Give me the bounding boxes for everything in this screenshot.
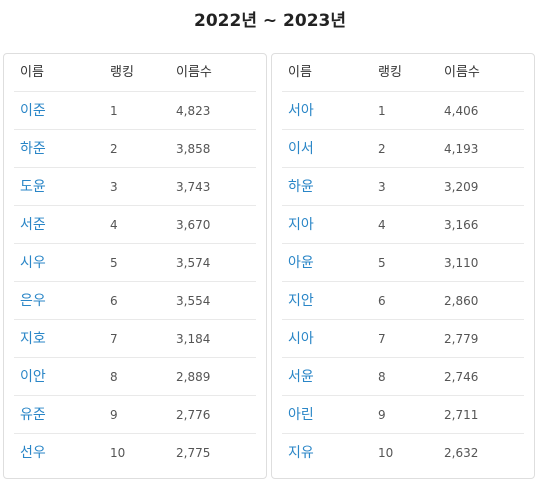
rank-value: 8 (378, 370, 386, 384)
table-row: 지호 7 3,184 (14, 320, 256, 358)
table-row: 시아 7 2,779 (282, 320, 524, 358)
name-count-value: 2,632 (444, 446, 479, 460)
column-header-rank: 랭킹 (378, 65, 402, 80)
name-link[interactable]: 아린 (288, 407, 314, 423)
rank-value: 7 (378, 332, 386, 346)
name-count-value: 4,823 (176, 104, 211, 118)
name-link[interactable]: 시우 (20, 255, 46, 271)
table-row: 지안 6 2,860 (282, 282, 524, 320)
table-row: 서아 1 4,406 (282, 92, 524, 130)
name-count-value: 2,746 (444, 370, 479, 384)
column-header-count: 이름수 (444, 65, 480, 80)
name-link[interactable]: 이서 (288, 141, 314, 157)
name-link[interactable]: 아윤 (288, 255, 314, 271)
name-count-value: 2,889 (176, 370, 211, 384)
name-count-value: 2,775 (176, 446, 211, 460)
table-row: 하준 2 3,858 (14, 130, 256, 168)
name-count-value: 3,209 (444, 180, 479, 194)
column-header-count: 이름수 (176, 65, 212, 80)
table-row: 서윤 8 2,746 (282, 358, 524, 396)
rank-value: 2 (378, 142, 386, 156)
name-count-value: 2,860 (444, 294, 479, 308)
rank-value: 3 (110, 180, 118, 194)
rank-value: 2 (110, 142, 118, 156)
table-row: 하윤 3 3,209 (282, 168, 524, 206)
name-link[interactable]: 지호 (20, 331, 46, 347)
name-link[interactable]: 이준 (20, 103, 46, 119)
name-count-value: 3,184 (176, 332, 211, 346)
name-count-value: 3,574 (176, 256, 211, 270)
name-link[interactable]: 지아 (288, 217, 314, 233)
table-row: 아린 9 2,711 (282, 396, 524, 434)
name-count-value: 2,711 (444, 408, 479, 422)
name-link[interactable]: 서아 (288, 103, 314, 119)
name-link[interactable]: 지안 (288, 293, 314, 309)
name-count-value: 4,193 (444, 142, 479, 156)
rank-value: 9 (110, 408, 118, 422)
rank-value: 7 (110, 332, 118, 346)
table-row: 지유 10 2,632 (282, 434, 524, 472)
table-header-row: 이름 랭킹 이름수 (282, 54, 524, 92)
name-count-value: 3,554 (176, 294, 211, 308)
name-count-value: 3,670 (176, 218, 211, 232)
table-row: 은우 6 3,554 (14, 282, 256, 320)
rank-value: 10 (110, 446, 126, 460)
table-row: 이서 2 4,193 (282, 130, 524, 168)
name-link[interactable]: 서준 (20, 217, 46, 233)
name-link[interactable]: 이안 (20, 369, 46, 385)
rank-value: 4 (110, 218, 118, 232)
column-header-name: 이름 (20, 65, 44, 80)
table-row: 서준 4 3,670 (14, 206, 256, 244)
rank-value: 6 (110, 294, 118, 308)
name-link[interactable]: 은우 (20, 293, 46, 309)
table-row: 도윤 3 3,743 (14, 168, 256, 206)
name-count-value: 3,110 (444, 256, 479, 270)
table-row: 지아 4 3,166 (282, 206, 524, 244)
rank-value: 5 (378, 256, 386, 270)
name-link[interactable]: 시아 (288, 331, 314, 347)
name-count-value: 3,743 (176, 180, 211, 194)
page-title: 2022년 ~ 2023년 (194, 11, 346, 31)
rank-value: 1 (110, 104, 118, 118)
name-link[interactable]: 도윤 (20, 179, 46, 195)
rank-value: 8 (110, 370, 118, 384)
name-count-value: 4,406 (444, 104, 479, 118)
table-row: 이준 1 4,823 (14, 92, 256, 130)
table-row: 선우 10 2,775 (14, 434, 256, 472)
name-count-value: 2,779 (444, 332, 479, 346)
name-link[interactable]: 지유 (288, 445, 314, 461)
name-link[interactable]: 하윤 (288, 179, 314, 195)
table-row: 시우 5 3,574 (14, 244, 256, 282)
table-row: 이안 8 2,889 (14, 358, 256, 396)
table-row: 유준 9 2,776 (14, 396, 256, 434)
rank-value: 9 (378, 408, 386, 422)
rank-value: 10 (378, 446, 394, 460)
name-link[interactable]: 선우 (20, 445, 46, 461)
name-count-value: 3,166 (444, 218, 479, 232)
rank-value: 1 (378, 104, 386, 118)
table-header-row: 이름 랭킹 이름수 (14, 54, 256, 92)
column-header-rank: 랭킹 (110, 65, 134, 80)
rank-value: 3 (378, 180, 386, 194)
name-count-value: 3,858 (176, 142, 211, 156)
name-link[interactable]: 유준 (20, 407, 46, 423)
name-link[interactable]: 하준 (20, 141, 46, 157)
name-link[interactable]: 서윤 (288, 369, 314, 385)
table-row: 아윤 5 3,110 (282, 244, 524, 282)
column-header-name: 이름 (288, 65, 312, 80)
rank-value: 6 (378, 294, 386, 308)
rank-value: 5 (110, 256, 118, 270)
name-count-value: 2,776 (176, 408, 211, 422)
rank-value: 4 (378, 218, 386, 232)
